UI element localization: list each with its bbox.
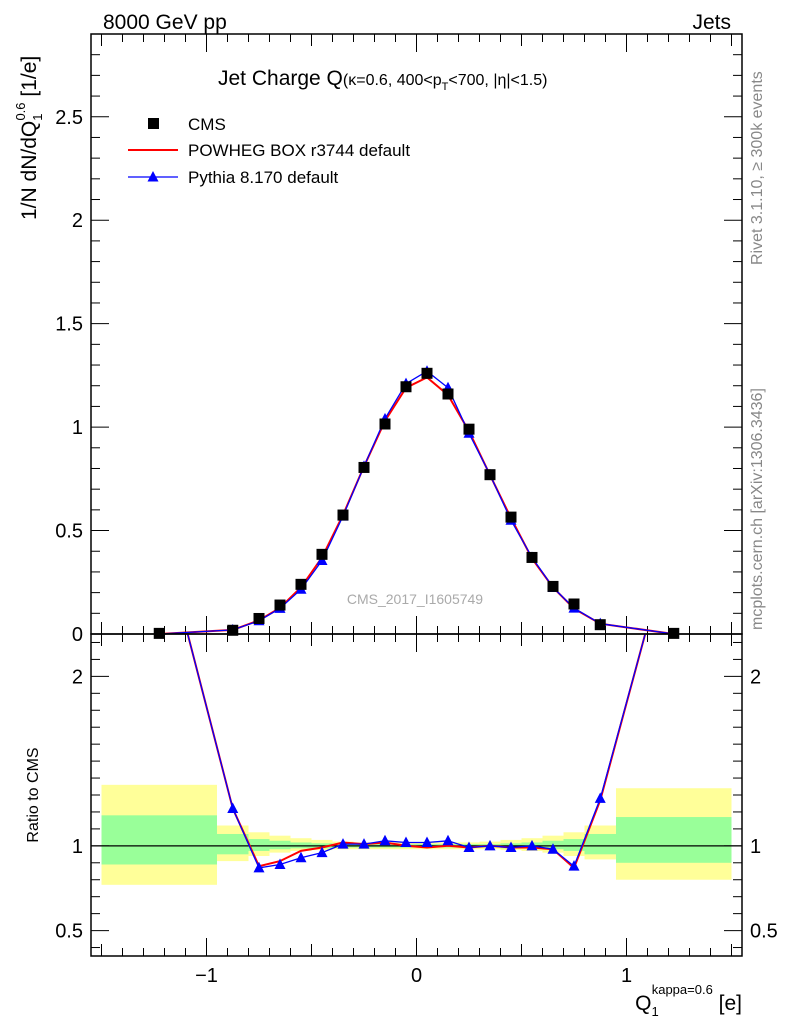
ratio-y-tick-label: 2: [72, 666, 83, 688]
legend-marker-cms: [148, 118, 159, 129]
cms-point: [442, 388, 454, 400]
chart-title-main: Jet Charge Q: [218, 67, 343, 90]
pythia-ratio-point: [227, 802, 239, 814]
ratio-band-inner: [616, 817, 732, 863]
x-axis-label-sub: 1: [651, 1004, 658, 1019]
cms-point: [337, 509, 349, 521]
chart-title-sub-2: <700, |η|<1.5): [448, 72, 547, 89]
mcplots-label: mcplots.cern.ch [arXiv:1306.3436]: [749, 388, 766, 630]
x-tick-label: 1: [621, 965, 632, 987]
cms-point: [316, 548, 328, 560]
cms-point: [274, 599, 286, 611]
pythia-ratio-point: [358, 838, 370, 849]
pythia-ratio-point: [547, 843, 559, 854]
legend-label-powheg: POWHEG BOX r3744 default: [188, 141, 410, 160]
x-axis-label-main: Q: [635, 992, 651, 1015]
ratio-y-tick-label-right: 1: [750, 836, 761, 858]
chart-title: Jet Charge Q(κ=0.6, 400<pT<700, |η|<1.5): [218, 67, 547, 93]
pythia-ratio-point: [253, 861, 265, 873]
header-left: 8000 GeV pp: [103, 11, 227, 34]
x-axis-label: Q1 kappa=0.6 [e]: [635, 982, 742, 1019]
pythia-ratio-point: [337, 838, 349, 849]
main-y-label: 1/N dN/dQ10.6 [1/e]: [13, 56, 45, 220]
ratio-bands: [91, 784, 742, 885]
cms-point: [379, 418, 391, 430]
legend: CMS POWHEG BOX r3744 default Pythia 8.170 …: [128, 115, 410, 187]
ratio-y-label: Ratio to CMS: [25, 747, 42, 842]
main-y-label-text: 1/N dN/dQ: [18, 121, 41, 220]
main-panel: 0 0.5 1 1.5 2 2.5 CMS_2017_I1605749 Jet Charg…: [13, 33, 743, 646]
main-y-label-unit: [1/e]: [18, 56, 41, 103]
cms-point: [358, 461, 370, 473]
pythia-ratio-point: [316, 846, 328, 858]
legend-label-pythia: Pythia 8.170 default: [188, 168, 339, 187]
ratio-y-tick-label-right: 2: [750, 666, 761, 688]
main-y-ticks: 0 0.5 1 1.5 2 2.5: [55, 33, 742, 646]
main-y-tick-label: 0.5: [55, 521, 83, 543]
pythia-ratio-point: [421, 836, 433, 847]
pythia-ratio-point: [463, 841, 475, 853]
pythia-ratio-point: [274, 858, 286, 869]
main-y-tick-label: 0: [72, 624, 83, 646]
pythia-ratio-point: [484, 839, 496, 851]
ratio-y-tick-label: 1: [72, 836, 83, 858]
powheg-ratio-line: [186, 634, 647, 870]
cms-point: [463, 423, 475, 435]
ratio-band-inner: [563, 839, 585, 851]
pythia-ratio-point: [568, 860, 580, 871]
pythia-ratio-point: [526, 839, 538, 851]
ratio-frame: [90, 633, 743, 957]
pythia-ratio-point: [594, 792, 606, 803]
cms-point: [253, 612, 265, 624]
cms-point: [421, 367, 433, 379]
ratio-ticks: 0.5 0.5 1 1 2 2 −1 0 1: [55, 634, 778, 987]
ratio-series: [186, 634, 647, 873]
pythia-ratio-point: [400, 836, 412, 847]
cms-point: [505, 511, 517, 523]
ratio-panel: 0.5 0.5 1 1 2 2 −1 0 1 Ratio to CMS Q1 kappa=0.6 …: [25, 633, 778, 1019]
header-right: Jets: [692, 11, 731, 34]
pythia-ratio-line: [187, 634, 646, 869]
ratio-y-tick-label: 0.5: [55, 921, 83, 943]
main-y-tick-label: 1: [72, 417, 83, 439]
x-axis-label-unit: [e]: [713, 992, 742, 1015]
main-y-tick-label: 2.5: [55, 107, 83, 129]
legend-marker-pythia: [147, 171, 159, 182]
ratio-band-inner: [584, 833, 616, 855]
cms-point: [400, 381, 412, 393]
main-series: [153, 365, 680, 639]
x-axis-label-sup: kappa=0.6: [652, 982, 713, 997]
main-y-tick-label: 2: [72, 210, 83, 232]
pythia-ratio-point: [379, 834, 391, 846]
main-y-label-sub: 1: [30, 114, 45, 121]
cms-point: [594, 619, 606, 631]
chart-title-sub-t: T: [442, 81, 449, 93]
x-tick-label: −1: [195, 965, 218, 987]
main-y-tick-label: 1.5: [55, 314, 83, 336]
ratio-band-inner: [101, 815, 217, 865]
rivet-label: Rivet 3.1.10, ≥ 300k events: [749, 71, 766, 265]
ratio-band-inner: [269, 840, 291, 850]
ratio-y-tick-label-right: 0.5: [750, 921, 778, 943]
cms-point: [484, 469, 496, 481]
cms-point: [547, 580, 559, 592]
cms-point: [227, 624, 239, 636]
cms-point: [295, 578, 307, 590]
ratio-band-inner: [248, 839, 270, 851]
cms-point: [568, 598, 580, 610]
ratio-band-inner: [217, 833, 249, 855]
pythia-ratio-point: [295, 851, 307, 863]
legend-label-cms: CMS: [188, 115, 226, 134]
watermark: CMS_2017_I1605749: [347, 591, 483, 607]
x-tick-label: 0: [411, 965, 422, 987]
chart-title-sub-1: (κ=0.6, 400<p: [343, 72, 442, 89]
pythia-ratio-point: [505, 841, 517, 853]
main-y-label-sup: 0.6: [13, 102, 28, 120]
cms-point: [526, 551, 538, 563]
pythia-ratio-point: [442, 834, 454, 846]
